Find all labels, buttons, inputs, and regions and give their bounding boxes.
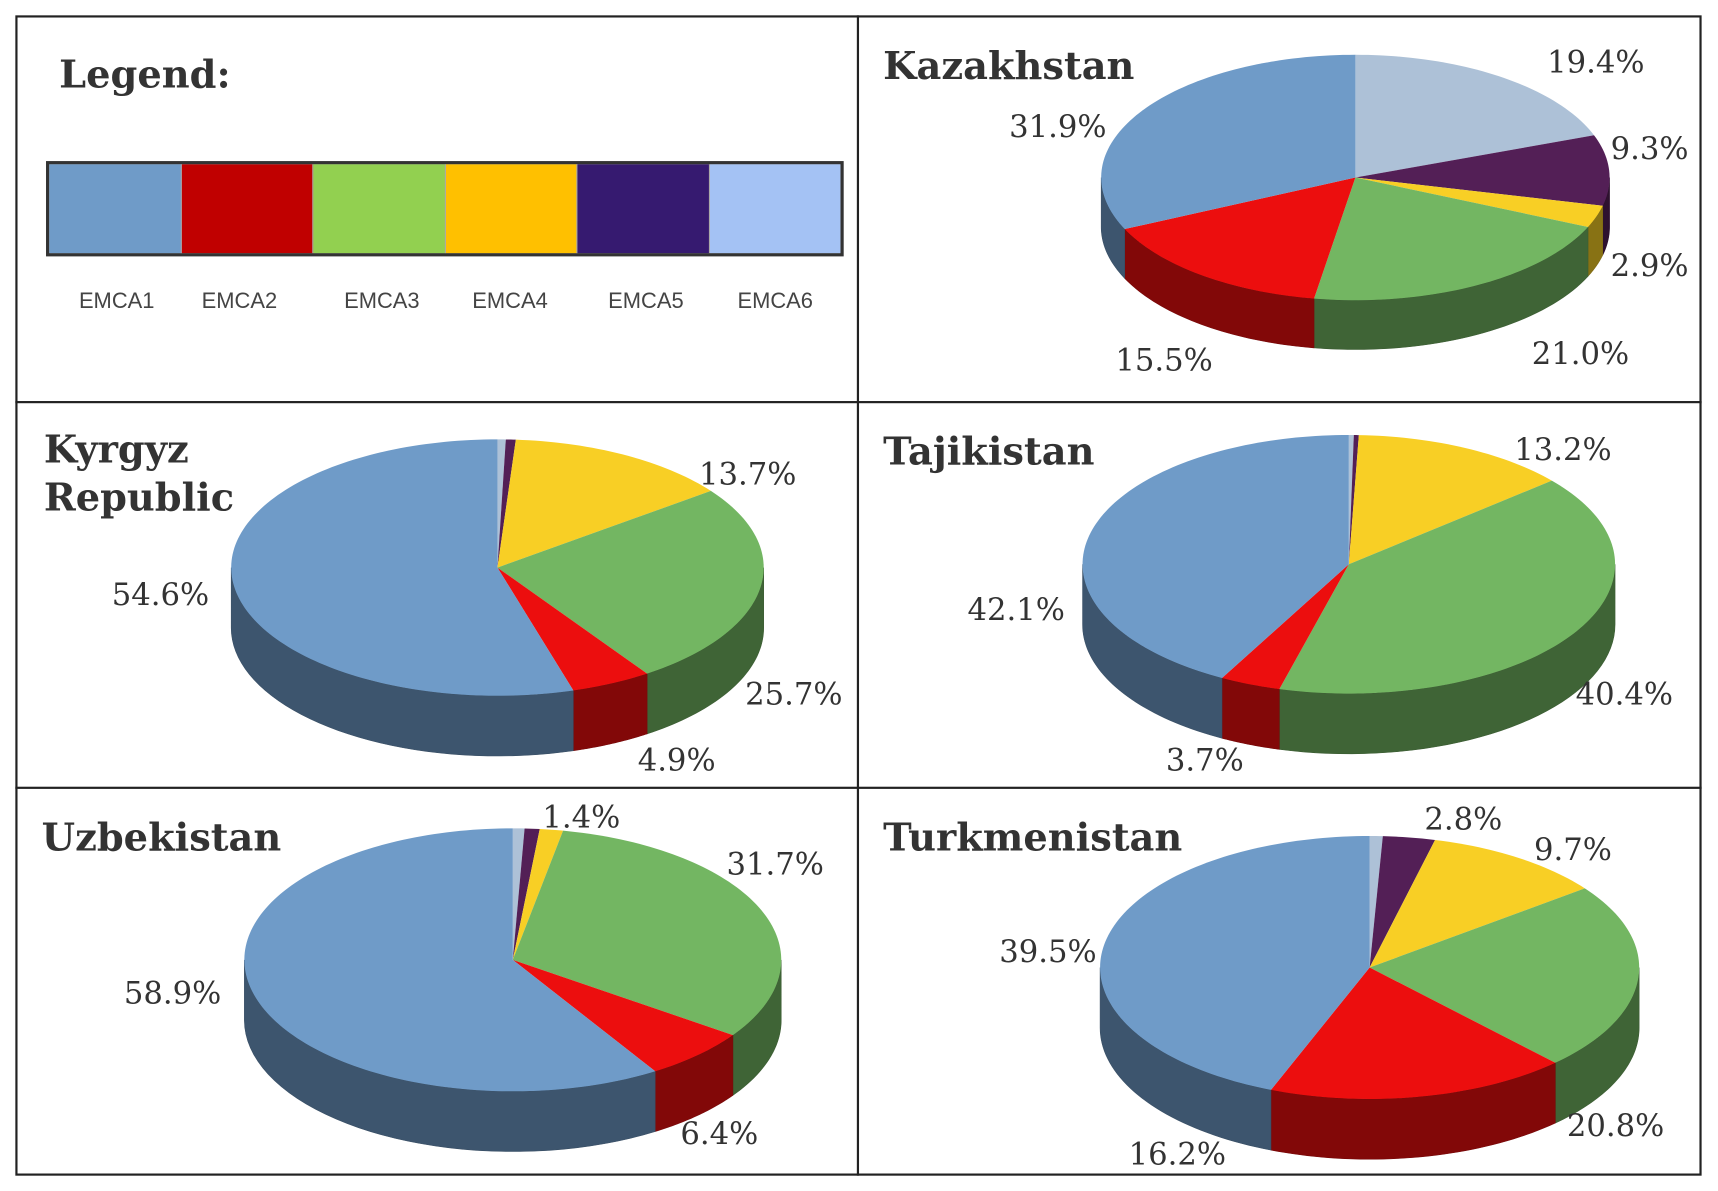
slice-emca6 [512, 828, 525, 960]
legend-swatch-emca5 [577, 164, 710, 254]
data-label-emca3: 20.8% [1567, 1109, 1664, 1144]
slice-emca2 [1124, 177, 1356, 299]
slice-emca1 [1101, 54, 1356, 230]
data-label-emca4: 1.4% [542, 800, 620, 835]
slice-emca4 [1355, 177, 1603, 227]
legend-swatch-emca3 [313, 164, 446, 254]
data-label-emca4: 13.2% [1514, 433, 1611, 468]
data-label-emca1: 54.6% [112, 578, 209, 613]
data-label-emca5: 9.3% [1611, 132, 1689, 167]
chart-title-tajikistan: Tajikistan [883, 429, 1095, 475]
slice-emca4 [1348, 435, 1552, 565]
data-label-emca1: 42.1% [968, 593, 1065, 628]
slice-emca2 [1222, 564, 1349, 690]
slice-emca2 [1270, 967, 1556, 1099]
slice-emca4 [497, 439, 711, 568]
pie-kyrgyz-republic: 54.6% 4.9% 25.7% 13.7% [112, 439, 842, 778]
data-label-emca2: 3.7% [1166, 743, 1244, 778]
data-label-emca1: 39.5% [999, 935, 1096, 970]
slice-emca5 [1355, 135, 1610, 206]
legend-bar [46, 161, 844, 257]
data-label-emca3: 21.0% [1532, 337, 1629, 372]
pie-kazakhstan: 31.9% 15.5% 21.0% 2.9% 9.3% 19.4% [1009, 45, 1688, 378]
data-label-emca6: 19.4% [1547, 45, 1644, 80]
data-label-emca3: 25.7% [745, 678, 842, 713]
slice-emca5 [1348, 435, 1359, 565]
slice-emca3 [1314, 177, 1589, 301]
data-label-emca2: 15.5% [1115, 343, 1212, 378]
data-label-emca2: 16.2% [1129, 1138, 1226, 1173]
chart-title-turkmenistan: Turkmenistan [883, 815, 1183, 861]
legend-label: EMCA4 [472, 289, 548, 314]
chart-title-kyrgyz-line1: Kyrgyz [43, 427, 189, 473]
slice-emca5 [512, 828, 540, 960]
slice-emca1 [231, 439, 574, 696]
legend-swatch-emca6 [709, 164, 841, 254]
pie-uzbekistan: 58.9% 6.4% 31.7% 1.4% [124, 800, 824, 1152]
legend-label: EMCA1 [78, 289, 155, 314]
slice-emca3 [1279, 480, 1616, 694]
slice-emca6 [1355, 54, 1595, 178]
data-label-emca2: 4.9% [638, 743, 716, 778]
slice-emca2 [512, 959, 733, 1072]
legend-swatch-emca1 [49, 164, 182, 254]
slice-emca5 [1369, 836, 1436, 968]
legend-title: Legend: [59, 52, 231, 98]
slice-emca3 [512, 830, 782, 1036]
data-label-emca5: 2.8% [1424, 802, 1502, 837]
slice-emca1 [244, 828, 656, 1092]
slice-emca1 [1082, 434, 1349, 678]
data-label-emca4: 9.7% [1534, 833, 1612, 868]
legend-swatch-emca4 [445, 164, 578, 254]
data-label-emca1: 31.9% [1009, 110, 1106, 145]
slice-emca3 [1369, 888, 1640, 1063]
legend-label: EMCA2 [201, 289, 278, 314]
data-label-emca2: 6.4% [680, 1117, 758, 1152]
slice-emca6 [1348, 434, 1354, 565]
slice-side-emca2 [1221, 677, 1280, 750]
slice-emca5 [497, 439, 516, 568]
slice-emca2 [497, 567, 648, 691]
data-label-emca1: 58.9% [124, 977, 221, 1012]
data-label-emca4: 2.9% [1611, 249, 1689, 284]
data-label-emca3: 40.4% [1576, 678, 1673, 713]
slice-emca6 [497, 439, 506, 568]
legend-label: EMCA3 [344, 289, 420, 314]
chart-title-kazakhstan: Kazakhstan [883, 43, 1135, 89]
slice-emca4 [1369, 839, 1585, 968]
legend-label: EMCA5 [608, 289, 684, 314]
pie-turkmenistan: 39.5% 16.2% 20.8% 9.7% 2.8% [999, 802, 1664, 1172]
legend-label: EMCA6 [737, 289, 813, 314]
vertical-divider [856, 15, 860, 1176]
slice-emca1 [1100, 836, 1370, 1090]
pie-tajikistan: 42.1% 3.7% 40.4% 13.2% [968, 433, 1674, 778]
chart-title-kyrgyz-line2: Republic [43, 475, 235, 521]
data-label-emca3: 31.7% [726, 847, 823, 882]
horizontal-divider [15, 401, 1702, 404]
slice-emca3 [497, 490, 764, 674]
legend-swatch-emca2 [181, 164, 314, 254]
horizontal-divider [15, 786, 1702, 789]
data-label-emca4: 13.7% [699, 457, 796, 492]
chart-title-uzbekistan: Uzbekistan [41, 815, 282, 861]
slice-emca6 [1369, 836, 1383, 968]
slice-emca4 [512, 829, 564, 960]
